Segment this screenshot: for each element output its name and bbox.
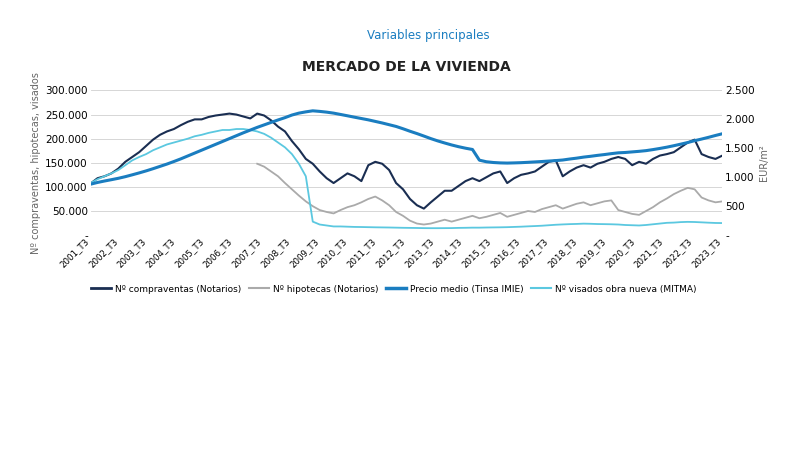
Text: Variables principales: Variables principales [366, 29, 490, 42]
Y-axis label: Nº compraventas, hipotecas, visados: Nº compraventas, hipotecas, visados [31, 72, 41, 254]
Title: MERCADO DE LA VIVIENDA: MERCADO DE LA VIVIENDA [302, 60, 511, 74]
Y-axis label: EUR/m²: EUR/m² [759, 144, 769, 181]
Legend: Nº compraventas (Notarios), Nº hipotecas (Notarios), Precio medio (Tinsa IMIE), : Nº compraventas (Notarios), Nº hipotecas… [87, 281, 701, 297]
